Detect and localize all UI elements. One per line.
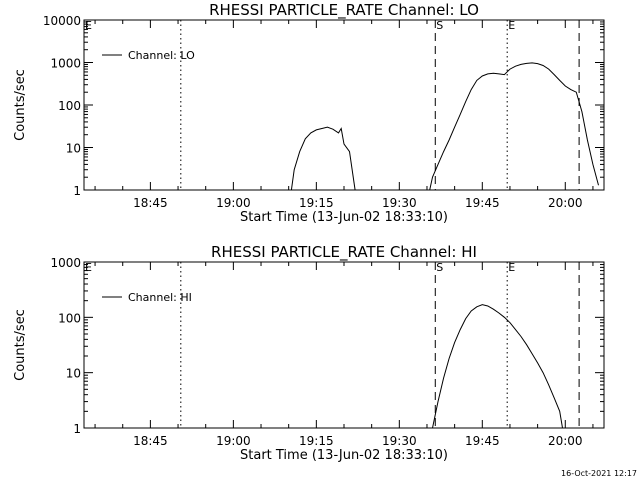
x-tick-label: 19:00 xyxy=(216,434,251,448)
marker-label: E xyxy=(508,19,515,32)
plot-frame xyxy=(83,261,605,429)
y-tick-label: 100 xyxy=(58,99,81,113)
x-axis-label: Start Time (13-Jun-02 18:33:10) xyxy=(240,210,448,225)
hi-channel-panel: RHESSI PARTICLE_RATE Channel: HI 18:45 19:… xyxy=(13,243,605,463)
lo-channel-panel: RHESSI PARTICLE_RATE Channel: LO 18:45 19:… xyxy=(13,1,605,225)
x-tick-label: 20:00 xyxy=(548,196,583,210)
plot-frame xyxy=(83,19,605,191)
x-tick-label: 19:15 xyxy=(299,196,334,210)
series-line-channel-lo xyxy=(429,62,599,191)
chart-title: RHESSI PARTICLE_RATE Channel: HI xyxy=(211,243,477,262)
series-line-channel-hi xyxy=(432,304,563,429)
marker-label: S xyxy=(436,19,443,32)
y-tick-label: 10000 xyxy=(43,14,81,28)
y-tick-label: 10 xyxy=(66,142,81,156)
y-tick-label: 1000 xyxy=(50,57,81,71)
legend-entry: Channel: LO xyxy=(128,49,195,62)
legend-entry: Channel: HI xyxy=(128,291,192,304)
x-tick-label: 18:45 xyxy=(133,434,168,448)
marker-label: E xyxy=(85,19,92,32)
marker-label: E xyxy=(85,261,92,274)
chart-title: RHESSI PARTICLE_RATE Channel: LO xyxy=(209,1,479,20)
y-tick-label: 10 xyxy=(66,367,81,381)
y-axis-label: Counts/sec xyxy=(13,69,28,141)
x-tick-label: 20:00 xyxy=(548,434,583,448)
x-tick-label: 19:00 xyxy=(216,196,251,210)
y-tick-label: 1 xyxy=(73,422,81,436)
x-tick-label: 19:45 xyxy=(465,196,500,210)
x-tick-label: 19:30 xyxy=(382,196,417,210)
marker-label: S xyxy=(436,261,443,274)
x-tick-label: 19:15 xyxy=(299,434,334,448)
y-axis-label: Counts/sec xyxy=(13,309,28,381)
x-axis-label: Start Time (13-Jun-02 18:33:10) xyxy=(240,448,448,463)
y-tick-label: 100 xyxy=(58,311,81,325)
x-tick-label: 18:45 xyxy=(133,196,168,210)
footer-timestamp: 16-Oct-2021 12:17 xyxy=(561,469,637,478)
y-tick-label: 1 xyxy=(73,184,81,198)
y-tick-label: 1000 xyxy=(50,256,81,270)
marker-label: E xyxy=(508,261,515,274)
x-tick-label: 19:45 xyxy=(465,434,500,448)
x-tick-label: 19:30 xyxy=(382,434,417,448)
series-line-channel-lo xyxy=(290,126,356,191)
